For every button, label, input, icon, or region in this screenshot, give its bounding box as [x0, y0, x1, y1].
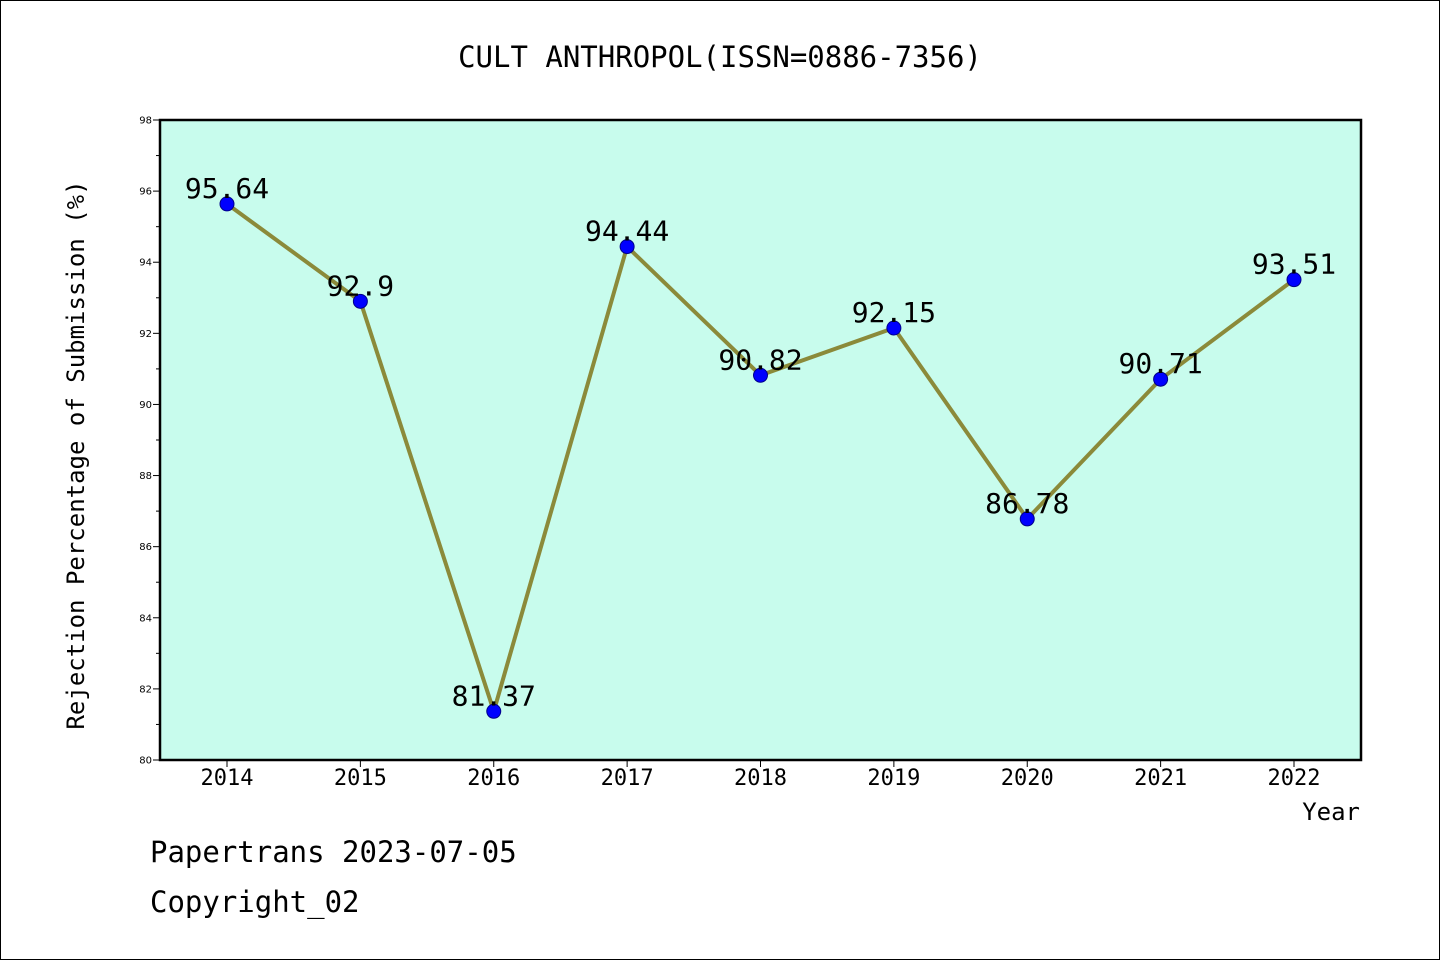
data-label: 92.9: [327, 269, 394, 302]
y-axis-label: Rejection Percentage of Submission (%): [62, 180, 90, 729]
x-tick-label: 2016: [467, 766, 520, 791]
y-tick-label: 84: [139, 613, 152, 624]
y-tick-label: 96: [139, 187, 152, 198]
y-tick-label: 90: [139, 400, 152, 411]
footer-date: Papertrans 2023-07-05: [150, 835, 517, 869]
data-label: 86.78: [985, 487, 1069, 520]
data-labels: 95.64 92.9 81.37 94.44 90.82 92.15 86.78 90.71 9…: [185, 172, 1336, 712]
data-label: 90.82: [718, 343, 802, 376]
y-tick-label: 80: [139, 756, 152, 767]
data-point: [1019, 511, 1035, 527]
x-tick-label: 2021: [1134, 766, 1187, 791]
y-tick-label: 88: [139, 471, 152, 482]
x-tick-label: 2017: [601, 766, 654, 791]
data-label: 94.44: [585, 215, 669, 248]
data-point: [753, 367, 768, 383]
plot-area: [158, 118, 1363, 762]
data-label: 92.15: [852, 296, 936, 329]
x-tick-label: 2019: [867, 766, 920, 791]
data-point: [1153, 371, 1169, 387]
data-point: [219, 196, 235, 212]
x-axis: 2014 2015 2016 2017 2018 2019 2020 2021 2022: [201, 760, 1321, 791]
footer-copyright: Copyright_02: [150, 885, 360, 919]
y-tick-label: 86: [139, 542, 152, 553]
data-label: 95.64: [185, 172, 269, 205]
data-point: [1286, 272, 1302, 288]
data-point: [486, 703, 502, 719]
data-points: [219, 196, 1302, 719]
data-point: [886, 320, 902, 336]
y-tick-label: 94: [139, 258, 152, 269]
data-label: 81.37: [452, 679, 536, 712]
x-tick-label: 2014: [201, 766, 254, 791]
y-tick-label: 92: [139, 329, 152, 340]
x-tick-label: 2020: [1001, 766, 1054, 791]
data-point: [619, 239, 635, 255]
chart-title: CULT ANTHROPOL(ISSN=0886-7356): [458, 40, 982, 74]
data-label: 90.71: [1118, 347, 1202, 380]
x-tick-label: 2018: [734, 766, 787, 791]
x-tick-label: 2022: [1268, 766, 1321, 791]
x-tick-label: 2015: [334, 766, 387, 791]
y-axis: 80 82 84 86 88 90 92 94 96 98: [139, 116, 160, 767]
x-axis-label: Year: [1302, 798, 1360, 826]
y-tick-label: 98: [139, 116, 152, 127]
y-tick-label: 82: [139, 684, 152, 695]
data-point: [352, 293, 368, 309]
data-label: 93.51: [1252, 248, 1336, 281]
